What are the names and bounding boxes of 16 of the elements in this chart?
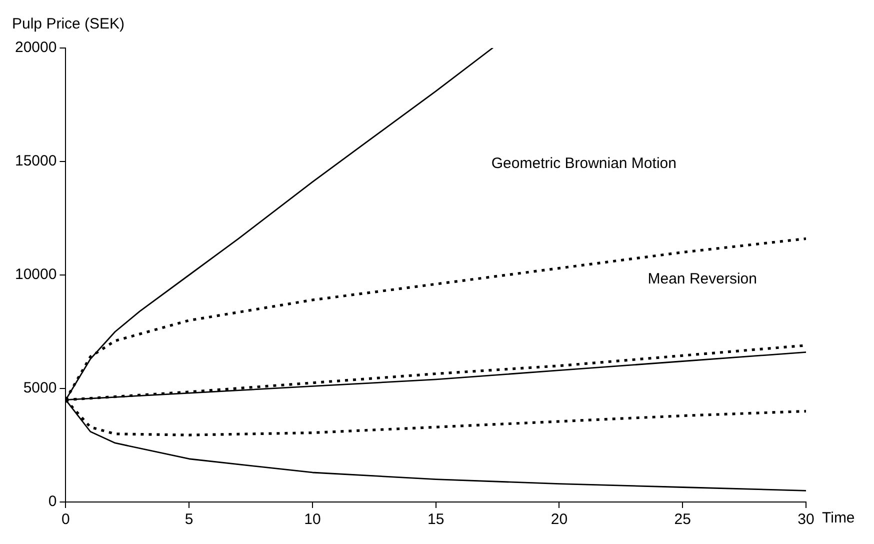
x-tick-label: 15: [428, 511, 444, 528]
y-tick-label: 15000: [14, 152, 57, 170]
y-tick-label: 10000: [14, 266, 57, 284]
y-tick-label: 5000: [23, 380, 57, 397]
x-axis-title: Time: [822, 510, 855, 527]
annotation: Mean Reversion: [648, 270, 757, 288]
x-tick-label: 5: [184, 511, 194, 528]
x-tick-label: 0: [62, 511, 70, 528]
annotation: Geometric Brownian Motion: [491, 154, 676, 172]
x-tick-label: 30: [798, 511, 814, 528]
y-axis-title: Pulp Price (SEK): [12, 16, 125, 33]
y-tick-label: 0: [48, 493, 57, 510]
y-tick-label: 20000: [14, 39, 57, 56]
x-tick-label: 25: [674, 511, 691, 528]
x-tick-label: 20: [550, 511, 568, 528]
x-tick-label: 10: [304, 511, 321, 528]
